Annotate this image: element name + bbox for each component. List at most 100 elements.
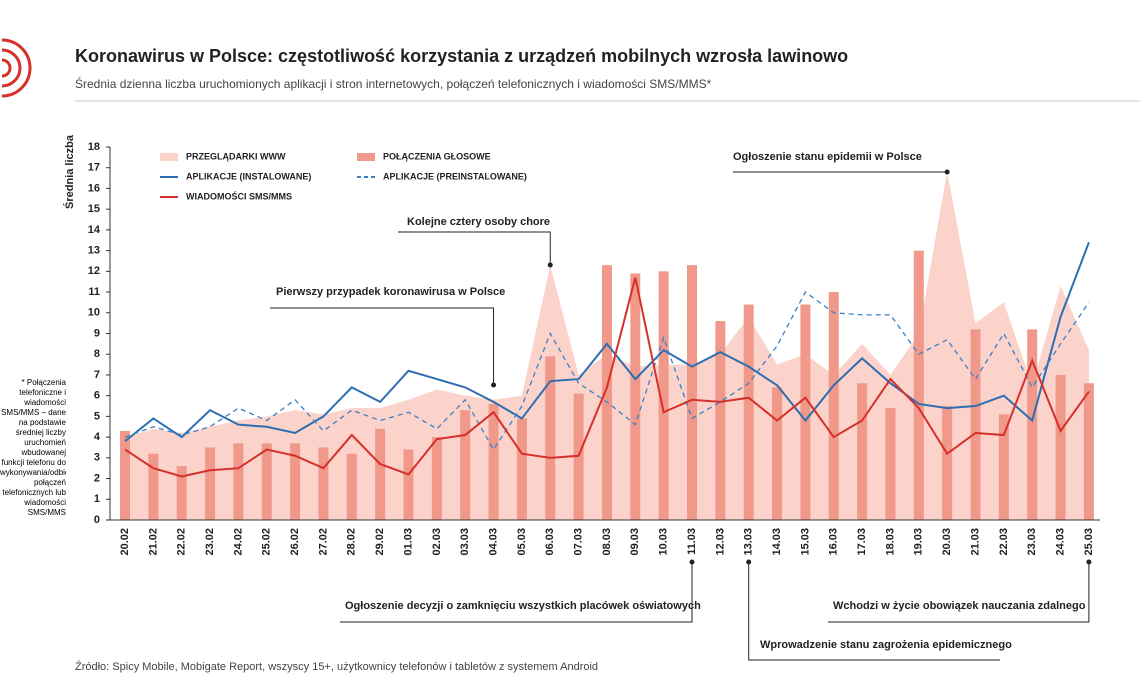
y-axis-label: Średnia liczba [63,134,76,209]
y-tick-label: 6 [94,390,100,402]
chart-subtitle: Średnia dzienna liczba uruchomionych apl… [75,76,712,91]
legend-label: WIADOMOŚCI SMS/MMS [186,190,292,201]
x-tick-label: 01.03 [402,528,414,556]
annotation-leader [270,307,495,385]
x-tick-label: 28.02 [346,528,358,556]
annotation: Ogłoszenie decyzji o zamknięciu wszystki… [345,600,701,612]
bar [630,273,641,520]
x-tick-label: 10.03 [658,528,670,556]
y-tick-label: 1 [94,493,100,505]
bar [205,447,216,520]
bar [1055,374,1066,520]
footnote: * Połączenia telefoniczne i wiadomości S… [0,378,66,517]
legend-label: APLIKACJE (PREINSTALOWANE) [383,171,527,181]
bar [545,356,556,520]
bar [772,387,783,520]
bar [857,383,868,520]
annotation-dot [944,169,950,175]
bar [913,250,924,520]
y-tick-label: 17 [88,162,100,174]
annotation-dot [1086,559,1092,565]
bar [885,408,896,520]
annotation: Wchodzi w życie obowiązek nauczania zdal… [833,600,1086,612]
bar [970,329,981,520]
logo [1,38,32,98]
x-tick-label: 29.02 [374,528,386,556]
bar [460,410,471,520]
x-tick-label: 13.03 [743,528,755,556]
bar [743,304,754,520]
x-tick-label: 26.02 [289,528,301,556]
y-tick-label: 14 [88,224,101,236]
bar [148,453,159,520]
y-tick-label: 2 [94,472,100,484]
y-tick-label: 15 [88,203,100,215]
x-tick-label: 25.03 [1083,528,1095,556]
bar [318,447,329,520]
area [125,171,1089,520]
x-tick-label: 11.03 [686,528,698,555]
bar [431,437,442,520]
bar [176,466,187,520]
annotation-leader [398,231,551,265]
annotation: Wprowadzenie stanu zagrożenia epidemiczn… [760,639,1012,651]
annotation-dot [547,262,553,268]
annotation-dot [746,559,752,565]
y-tick-label: 4 [94,431,101,443]
legend-label: APLIKACJE (INSTALOWANE) [186,171,311,181]
bar [658,271,669,520]
x-tick-label: 06.03 [544,528,556,556]
bar [120,430,130,520]
x-tick-label: 21.03 [969,528,981,556]
x-tick-label: 12.03 [714,528,726,556]
legend-swatch [160,153,178,161]
y-tick-label: 3 [94,452,100,464]
y-tick-label: 0 [94,514,100,526]
y-tick-label: 10 [88,307,100,319]
bar [1083,383,1094,520]
x-tick-label: 07.03 [573,528,585,556]
y-tick-label: 7 [94,369,100,381]
y-tick-label: 18 [88,141,100,153]
legend-label: PRZEGLĄDARKI WWW [186,151,286,161]
x-tick-label: 23.02 [204,528,216,556]
annotation: Ogłoszenie stanu epidemii w Polsce [733,151,922,163]
bar [346,453,357,520]
line [124,241,1090,443]
y-tick-label: 12 [88,265,100,277]
bar [687,265,697,520]
footnote-box: * Połączenia telefoniczne i wiadomości S… [0,378,66,517]
y-tick-label: 5 [94,410,100,422]
bar [233,443,244,520]
y-tick-label: 13 [88,245,100,257]
plot [120,171,1094,520]
annotation-leader [828,562,1090,623]
x-tick-label: 22.02 [176,528,188,556]
y-tick-label: 11 [88,286,100,298]
x-tick-label: 09.03 [629,528,641,556]
x-tick-label: 04.03 [487,528,499,556]
bar [1027,329,1038,520]
annotation-leader [748,562,1000,661]
x-tick-label: 02.03 [431,528,443,556]
line [124,277,1090,478]
bar [828,292,839,520]
x-tick-label: 03.03 [459,528,471,556]
legend-swatch [357,153,375,161]
x-tick-label: 27.02 [317,528,329,556]
annotation-leader [340,562,693,623]
bar [601,265,612,520]
chart-title: Koronawirus w Polsce: częstotliwość korz… [75,46,848,66]
x-tick-label: 25.02 [261,528,273,556]
y-tick-label: 9 [94,327,100,339]
x-tick-label: 19.03 [913,528,925,556]
x-tick-label: 20.02 [119,528,131,556]
bar [998,414,1009,520]
x-tick-label: 20.03 [941,528,953,556]
x-tick-label: 17.03 [856,528,868,556]
x-tick-label: 22.03 [998,528,1010,556]
x-tick-label: 08.03 [601,528,613,556]
bar [573,393,584,520]
source: Źródło: Spicy Mobile, Mobigate Report, w… [75,660,598,673]
